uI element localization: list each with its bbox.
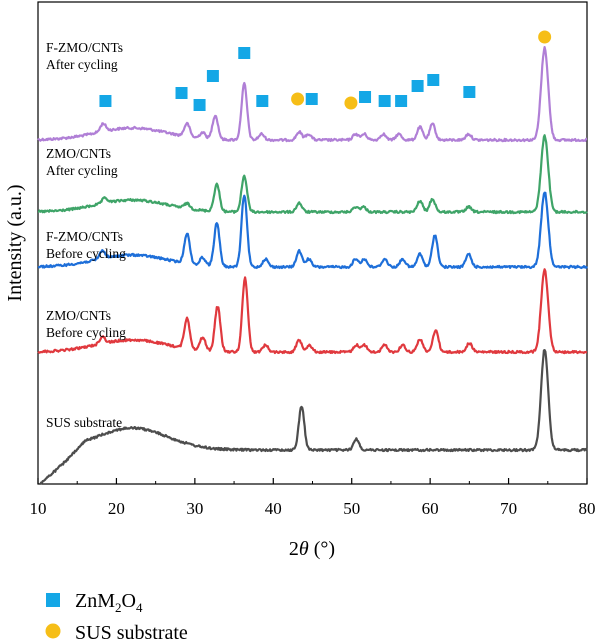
znm2o4-marker xyxy=(378,95,391,107)
x-axis: 10 20 30 40 50 60 70 80 xyxy=(30,478,596,518)
sus-marker xyxy=(291,92,305,106)
sus-marker xyxy=(344,96,358,110)
x-axis-title: 2θ (°) xyxy=(289,538,335,560)
x-tick-label: 30 xyxy=(186,499,203,518)
x-tick-label: 40 xyxy=(265,499,282,518)
legend-znm2o4-swatch xyxy=(46,593,60,607)
x-tick-label: 50 xyxy=(343,499,360,518)
legend-sus-swatch xyxy=(45,623,61,639)
x-tick-label: 80 xyxy=(579,499,596,518)
series-label: Before cycling xyxy=(46,246,126,261)
znm2o4-marker xyxy=(411,80,424,92)
znm2o4-marker xyxy=(256,95,269,107)
series-line xyxy=(37,134,588,215)
series-line xyxy=(37,46,588,143)
series-label: SUS substrate xyxy=(46,415,122,430)
znm2o4-marker xyxy=(427,74,440,86)
znm2o4-marker xyxy=(206,70,219,82)
legend-znm2o4-label: ZnM2O4 xyxy=(75,590,143,615)
series-label: Before cycling xyxy=(46,325,126,340)
y-axis-title: Intensity (a.u.) xyxy=(4,184,26,301)
trace-labels: F-ZMO/CNTs After cycling ZMO/CNTs After cyc… xyxy=(46,40,126,430)
znm2o4-marker xyxy=(395,95,408,107)
series-label: F-ZMO/CNTs xyxy=(46,229,123,244)
znm2o4-marker xyxy=(193,99,206,111)
phase-markers xyxy=(99,30,552,111)
znm2o4-marker xyxy=(99,95,112,107)
series-line xyxy=(37,268,588,355)
legend: ZnM2O4 SUS substrate xyxy=(45,590,188,642)
series-label: F-ZMO/CNTs xyxy=(46,40,123,55)
xrd-traces xyxy=(37,46,588,485)
series-label: ZMO/CNTs xyxy=(46,146,111,161)
x-tick-label: 70 xyxy=(500,499,517,518)
znm2o4-marker xyxy=(175,87,188,99)
sus-marker xyxy=(538,30,552,44)
series-line xyxy=(39,349,588,485)
series-line xyxy=(37,191,588,270)
series-label: ZMO/CNTs xyxy=(46,308,111,323)
znm2o4-marker xyxy=(305,93,318,105)
series-label: After cycling xyxy=(46,57,118,72)
x-tick-label: 60 xyxy=(422,499,439,518)
x-tick-label: 20 xyxy=(108,499,125,518)
znm2o4-marker xyxy=(463,86,476,98)
series-label: After cycling xyxy=(46,163,118,178)
x-tick-label: 10 xyxy=(30,499,47,518)
znm2o4-marker xyxy=(238,47,251,59)
legend-sus-label: SUS substrate xyxy=(75,622,188,642)
znm2o4-marker xyxy=(359,91,372,103)
